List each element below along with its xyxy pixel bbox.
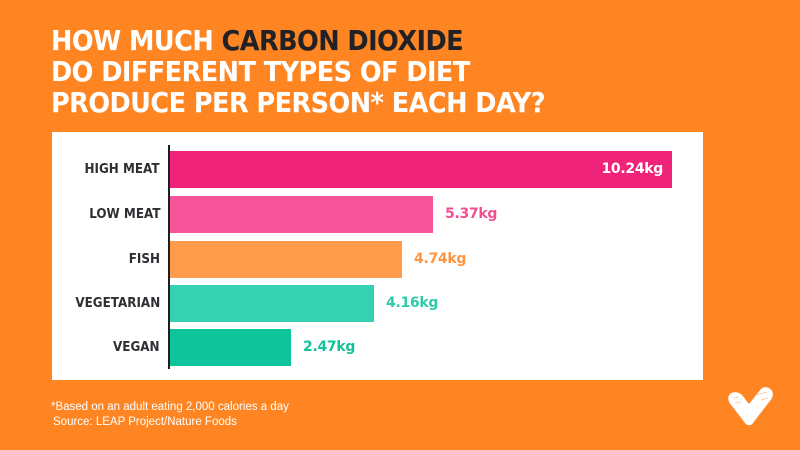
category-label: VEGAN xyxy=(113,340,160,355)
category-label: LOW MEAT xyxy=(88,207,160,222)
bar-row: HIGH MEAT 10.24kg xyxy=(52,151,703,188)
title-line-1: HOW MUCH CARBON DIOXIDE xyxy=(51,25,464,57)
chart-panel: HIGH MEAT 10.24kg LOW MEAT 5.37kg FISH 4.74kg… xyxy=(52,132,703,380)
chart-title: HOW MUCH CARBON DIOXIDE DO DIFFERENT TYP… xyxy=(51,25,546,119)
bar-row: VEGETARIAN 4.16kg xyxy=(52,285,703,322)
bar xyxy=(170,196,433,233)
footnote-source: Source: LEAP Project/Nature Foods xyxy=(53,416,237,428)
category-label: FISH xyxy=(128,252,160,267)
footnote: *Based on an adult eating 2,000 calories… xyxy=(51,400,289,430)
bar-row: FISH 4.74kg xyxy=(52,241,703,278)
value-label: 5.37kg xyxy=(445,206,498,222)
footnote-note: *Based on an adult eating 2,000 calories… xyxy=(51,401,289,413)
bar xyxy=(170,285,374,322)
bar-row: VEGAN 2.47kg xyxy=(52,329,703,366)
bar-row: LOW MEAT 5.37kg xyxy=(52,196,703,233)
heart-check-logo-icon xyxy=(727,386,775,428)
category-label: HIGH MEAT xyxy=(84,162,160,177)
value-label: 4.16kg xyxy=(386,295,439,311)
title-line-3: PRODUCE PER PERSON* EACH DAY? xyxy=(51,87,546,119)
value-label: 4.74kg xyxy=(414,251,467,267)
bar xyxy=(170,151,672,188)
category-label: VEGETARIAN xyxy=(75,296,160,311)
y-axis-line xyxy=(168,145,170,369)
value-label: 10.24kg xyxy=(601,161,663,177)
bar xyxy=(170,329,291,366)
value-label: 2.47kg xyxy=(303,339,356,355)
title-highlight: CARBON DIOXIDE xyxy=(221,25,464,57)
title-line-2: DO DIFFERENT TYPES OF DIET xyxy=(51,56,470,88)
bar xyxy=(170,241,402,278)
